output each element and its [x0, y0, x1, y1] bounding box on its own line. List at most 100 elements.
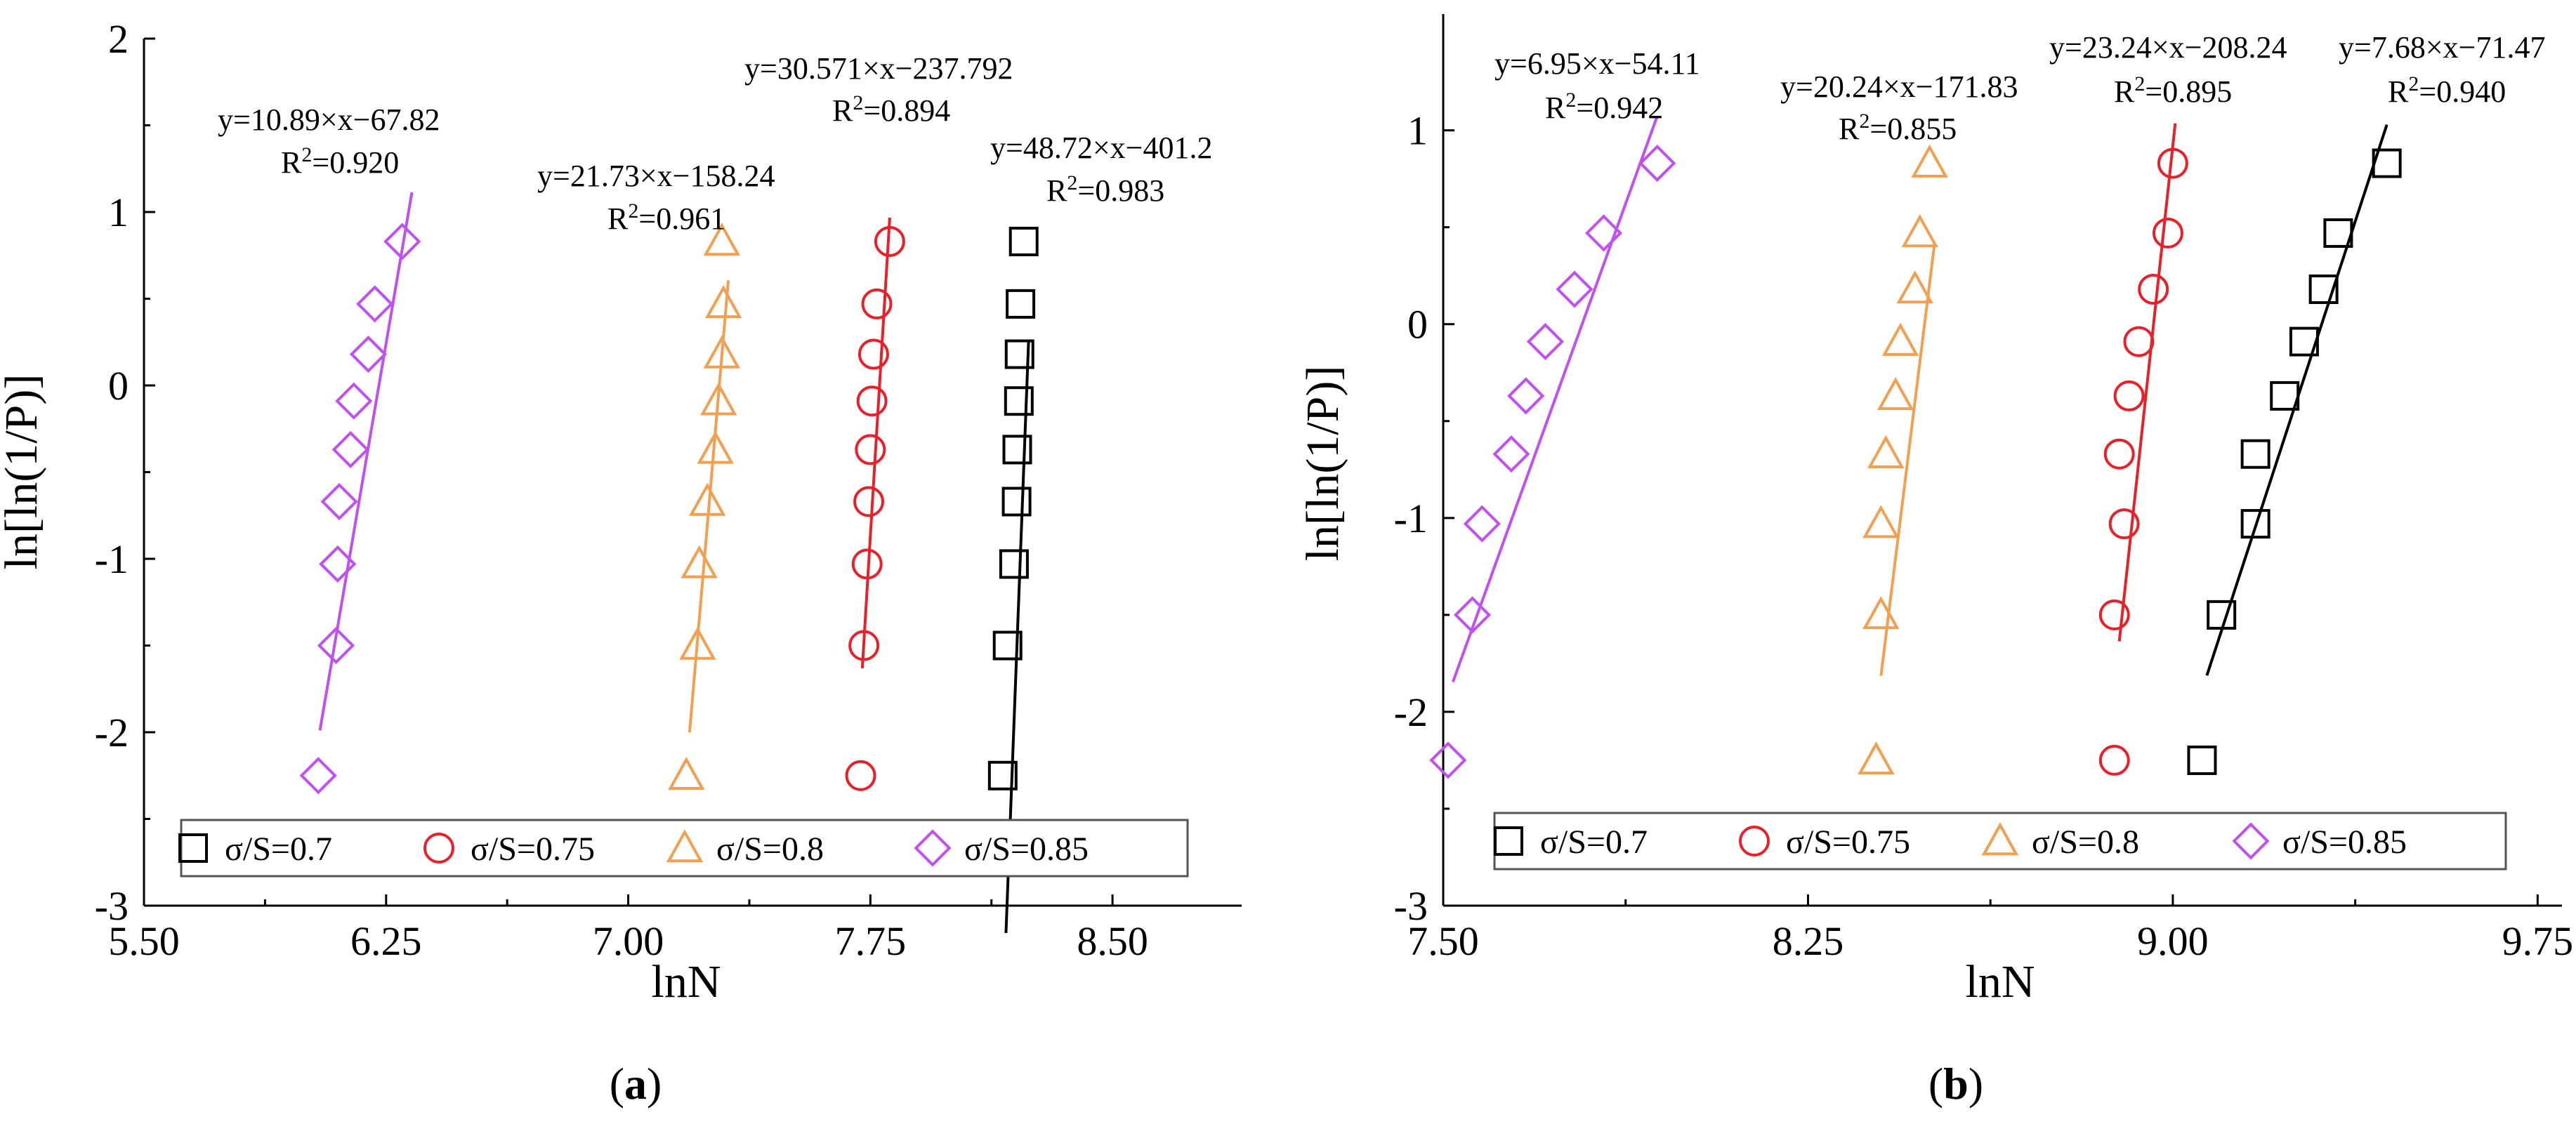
data-point	[1008, 226, 1039, 256]
legend-entry-label: σ/S=0.7	[1540, 824, 1648, 861]
r-squared-label: R2=0.920	[281, 143, 399, 180]
legend-marker	[2232, 822, 2270, 860]
legend-entry-label: σ/S=0.85	[2282, 824, 2407, 861]
data-point	[668, 756, 705, 790]
legend-entry-label: σ/S=0.75	[1786, 824, 1910, 861]
data-point	[853, 486, 885, 517]
fit-equation-label: y=20.24×x−171.83	[1780, 70, 2018, 104]
data-point	[2103, 438, 2135, 470]
legend-marker	[914, 829, 952, 867]
legend-marker	[178, 833, 208, 863]
data-point	[1896, 270, 1934, 304]
data-point	[317, 626, 355, 665]
legend-entry-label: σ/S=0.7	[225, 831, 332, 868]
data-point	[1867, 435, 1905, 468]
data-point	[1901, 214, 1938, 248]
data-point	[1911, 144, 1948, 178]
y-axis-label: ln[ln(1/P)]	[0, 374, 47, 570]
r-squared-label: R2=0.942	[1545, 88, 1663, 126]
x-tick-label: 9.75	[2502, 918, 2574, 964]
fit-line	[860, 217, 891, 668]
data-point	[857, 338, 889, 370]
fit-equation-label: y=10.89×x−67.82	[218, 102, 440, 137]
r-squared-label: R2=0.983	[1046, 171, 1164, 209]
legend-entry-label: σ/S=0.75	[471, 831, 595, 868]
data-point	[855, 434, 886, 465]
data-point	[704, 284, 742, 319]
y-tick-label: 1	[108, 190, 129, 235]
series-diamond	[1429, 115, 1676, 779]
data-point	[319, 545, 357, 583]
y-tick-label: -3	[1394, 883, 1428, 929]
x-axis-label: lnN	[1966, 956, 2035, 1007]
legend-entry-label: σ/S=0.8	[2032, 824, 2139, 861]
fit-equation-label: y=21.73×x−158.24	[537, 159, 775, 193]
data-point	[2240, 439, 2271, 469]
data-point	[349, 335, 388, 373]
fit-equation-label: y=7.68×x−71.47	[2339, 30, 2545, 65]
data-point	[703, 335, 741, 369]
data-point	[1507, 377, 1545, 415]
panel-caption: (a)	[610, 1059, 662, 1109]
data-point	[1881, 322, 1919, 356]
panel-a-chart: -3 -2 -1 0 1 2 5.50 6.25 7.00 7.75 8.50 ln[ln(1/P)]…	[0, 16, 1242, 1109]
x-tick-label: 5.50	[108, 918, 180, 964]
data-point	[2323, 218, 2353, 248]
y-tick-label: -2	[1394, 689, 1428, 735]
fit-equation-label: y=48.72×x−401.2	[990, 131, 1212, 165]
data-point	[1526, 323, 1565, 361]
data-point	[383, 223, 421, 260]
data-point	[681, 545, 718, 578]
y-tick-label: -1	[1394, 496, 1428, 541]
data-point	[1862, 595, 1900, 630]
data-point	[1638, 145, 1676, 183]
data-point	[2113, 380, 2145, 411]
data-point	[1862, 505, 1900, 538]
data-point	[2240, 509, 2271, 539]
data-point	[845, 760, 876, 791]
fit-line	[1879, 244, 1936, 676]
x-tick-label: 6.25	[350, 918, 422, 964]
data-point	[1877, 376, 1914, 411]
data-point	[2108, 508, 2140, 540]
legend-entry-label: σ/S=0.85	[964, 831, 1089, 868]
data-point	[299, 757, 337, 795]
data-point	[688, 482, 726, 516]
legend: σ/S=0.7 σ/S=0.75 σ/S=0.8 σ/S=0.85	[1493, 812, 2507, 871]
legend: σ/S=0.7 σ/S=0.75 σ/S=0.8 σ/S=0.85	[178, 819, 1189, 878]
data-point	[2372, 148, 2402, 178]
data-point	[992, 630, 1023, 661]
data-point	[999, 549, 1029, 579]
legend-marker	[1739, 826, 1770, 856]
legend-marker	[666, 829, 704, 863]
legend-marker	[1981, 822, 2019, 856]
data-point	[1556, 270, 1593, 308]
r-squared-label: R2=0.961	[607, 199, 725, 237]
data-point	[1001, 487, 1032, 517]
series-circle	[2098, 123, 2188, 776]
data-point	[700, 382, 737, 416]
data-point	[1584, 214, 1623, 252]
fit-equation-label: y=30.571×x−237.792	[744, 51, 1013, 86]
x-tick-label: 8.25	[1773, 918, 1844, 964]
r-squared-label: R2=0.855	[1839, 110, 1957, 147]
data-point	[851, 548, 883, 580]
data-point	[1453, 596, 1492, 634]
y-tick-label: -2	[95, 710, 129, 755]
y-tick-label: -3	[95, 883, 129, 929]
r-squared-label: R2=0.894	[832, 91, 950, 128]
data-point	[320, 482, 358, 521]
data-point	[331, 430, 369, 468]
fit-equation-label: y=6.95×x−54.11	[1494, 46, 1700, 81]
data-point	[1858, 741, 1895, 775]
data-point	[1004, 386, 1034, 416]
data-point	[1006, 289, 1036, 319]
data-point	[335, 382, 373, 420]
data-point	[1492, 435, 1530, 473]
data-point	[679, 626, 716, 660]
data-point	[1002, 435, 1032, 465]
data-point	[2187, 745, 2217, 775]
panel-b-chart: -3 -2 -1 0 1 7.50 8.25 9.00 9.75 ln[ln(1/P)] lnN (b…	[1297, 14, 2573, 1109]
data-point	[856, 385, 888, 417]
